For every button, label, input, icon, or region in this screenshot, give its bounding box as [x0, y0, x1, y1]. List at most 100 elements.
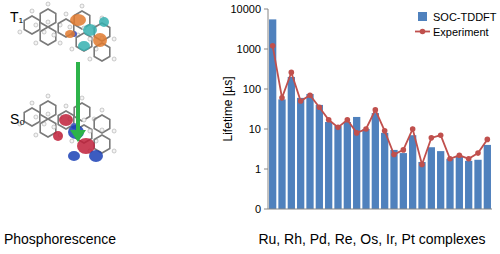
- bar: [484, 145, 491, 209]
- orbital-lobe: [53, 131, 63, 141]
- ring: [24, 16, 40, 34]
- orbital-lobe: [99, 17, 109, 27]
- marker: [326, 117, 332, 123]
- y-tick-label: 1: [255, 163, 261, 175]
- marker: [401, 147, 407, 153]
- marker: [363, 126, 369, 132]
- y-tick-label: 10: [249, 123, 261, 135]
- marker: [485, 137, 491, 143]
- y-tick: [264, 169, 268, 170]
- ring: [40, 101, 56, 119]
- marker: [298, 98, 304, 104]
- atom: [68, 25, 72, 29]
- atom: [52, 125, 56, 129]
- molecule: [18, 94, 116, 153]
- legend: SOC-TDDFT Experiment: [414, 8, 497, 42]
- atom: [34, 23, 38, 27]
- bar: [297, 98, 304, 209]
- line: [273, 46, 488, 165]
- bar: [362, 129, 369, 209]
- atom: [30, 9, 34, 13]
- atom: [80, 96, 84, 100]
- marker: [289, 70, 295, 76]
- marker: [373, 107, 379, 113]
- ring: [40, 27, 56, 45]
- bar: [418, 162, 425, 209]
- y-tick-label: 1000: [237, 43, 261, 55]
- bar: [409, 135, 416, 209]
- atom: [70, 139, 74, 143]
- figure: T₁S₀Phosphorescence0110100100010000Lifet…: [0, 0, 500, 254]
- bar: [465, 161, 472, 209]
- molecule: [18, 2, 116, 61]
- y-tick: [264, 89, 268, 90]
- bar: [400, 153, 407, 209]
- y-tick: [264, 129, 268, 130]
- atom: [34, 133, 38, 137]
- marker: [475, 150, 481, 156]
- bar: [437, 151, 444, 209]
- atom: [52, 33, 56, 37]
- legend-label: Experiment: [433, 26, 489, 38]
- atom: [80, 4, 84, 8]
- atom: [112, 129, 116, 133]
- orbital-lobe: [83, 24, 97, 36]
- orbital-lobe: [89, 150, 103, 162]
- bar: [278, 99, 285, 209]
- atom: [30, 101, 34, 105]
- arrow-head: [70, 130, 86, 142]
- marker: [429, 135, 435, 141]
- marker: [391, 152, 397, 158]
- marker: [317, 104, 323, 110]
- legend-label: SOC-TDDFT: [433, 11, 497, 23]
- atom: [112, 149, 116, 153]
- orbital-lobe: [78, 41, 90, 51]
- atom: [88, 57, 92, 61]
- bar: [428, 147, 435, 209]
- bar: [334, 126, 341, 209]
- atom: [64, 104, 68, 108]
- y-tick-label: 10000: [230, 3, 261, 15]
- bar: [316, 105, 323, 209]
- atom: [46, 20, 50, 24]
- bar: [381, 133, 388, 209]
- y-tick: [264, 49, 268, 50]
- marker: [447, 156, 453, 162]
- y-tick: [264, 209, 268, 210]
- bar: [325, 122, 332, 209]
- y-axis: [268, 9, 269, 209]
- atom: [46, 2, 50, 6]
- atom: [34, 115, 38, 119]
- ring: [94, 115, 110, 133]
- atom: [58, 41, 62, 45]
- atom: [82, 118, 86, 122]
- marker: [419, 162, 425, 168]
- atom: [46, 112, 50, 116]
- marker: [382, 128, 388, 134]
- marker: [438, 132, 444, 138]
- bar: [372, 113, 379, 209]
- orbital-lobe: [68, 151, 80, 161]
- atom: [64, 12, 68, 16]
- marker: [279, 95, 285, 101]
- marker: [457, 153, 463, 159]
- atom: [100, 128, 104, 132]
- atom: [46, 94, 50, 98]
- marker: [410, 126, 416, 132]
- legend-marker: [420, 29, 426, 35]
- x-axis-label: Ru, Rh, Pd, Re, Os, Ir, Pt complexes: [258, 231, 485, 247]
- atom: [100, 108, 104, 112]
- y-tick-label: 100: [243, 83, 261, 95]
- y-axis-label: Lifetime [µs]: [221, 77, 235, 142]
- orbital-lobe: [93, 33, 107, 47]
- atom: [70, 47, 74, 51]
- orbital-lobe: [70, 14, 86, 26]
- molecule-illustration: [18, 2, 116, 162]
- marker: [354, 130, 360, 136]
- atom: [88, 37, 92, 41]
- state-label: T₁: [10, 9, 24, 25]
- bar: [344, 122, 351, 209]
- plot-area: [269, 19, 491, 209]
- atom: [112, 37, 116, 41]
- y-tick-label: 0: [255, 203, 261, 215]
